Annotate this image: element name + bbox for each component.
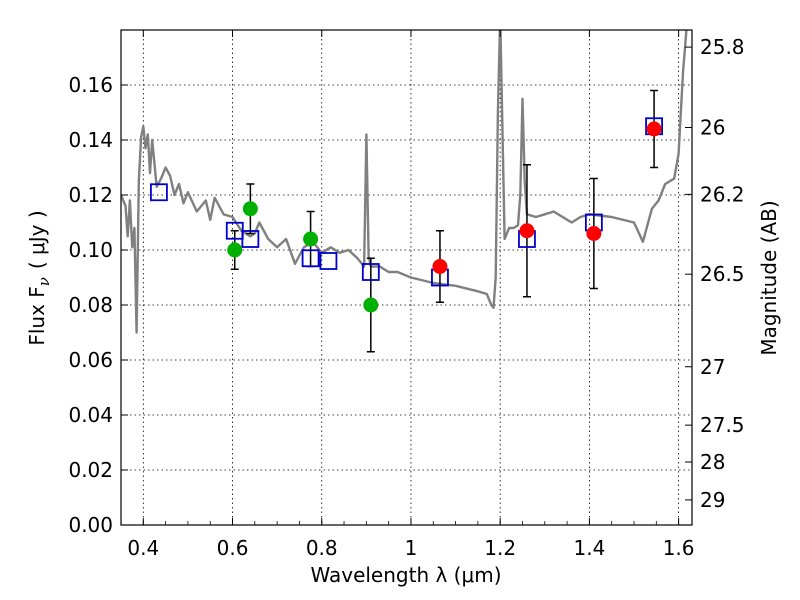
model-band-box <box>150 183 168 202</box>
y-axis-label-unit: ( μJy ) <box>25 210 49 269</box>
x-tick-label: 1.4 <box>573 536 605 560</box>
data-layer <box>121 30 688 353</box>
svg-text:Flux Fν( μJy ): Flux Fν ( μJy ) <box>25 210 53 345</box>
x-axis-label: Wavelength λ (μm) <box>310 563 501 587</box>
y-tick-label: 0.10 <box>68 238 113 262</box>
y-right-tick-label: 29 <box>700 488 725 512</box>
y-tick-label: 0.00 <box>68 513 113 537</box>
ticks: 0.4 0.6 0.8 1 1.2 1.4 1.6 0.00 0.02 0.04 0.06 0.08 0… <box>68 30 745 560</box>
green-point <box>242 201 258 217</box>
red-point <box>519 223 535 239</box>
model-band-box <box>301 249 320 268</box>
x-tick-label: 0.8 <box>306 536 338 560</box>
y-axis-label-main: Flux F <box>25 286 49 345</box>
y-tick-label: 0.14 <box>68 128 113 152</box>
x-tick-label: 0.4 <box>127 536 159 560</box>
y-right-tick-label: 26.2 <box>700 182 745 206</box>
grid <box>121 30 692 525</box>
model-band-box <box>319 252 338 270</box>
x-tick-label: 1.6 <box>663 536 695 560</box>
y-right-tick-label: 27.5 <box>700 413 745 437</box>
model-band-box <box>361 263 380 281</box>
y-tick-label: 0.04 <box>68 403 113 427</box>
y-right-tick-label: 28 <box>700 450 725 474</box>
y-tick-label: 0.02 <box>68 458 113 482</box>
y-right-tick-label: 25.8 <box>700 35 745 59</box>
y-axis-label-right: Magnitude (AB) <box>757 200 781 355</box>
plot-frame <box>120 29 693 526</box>
y-tick-label: 0.16 <box>68 73 113 97</box>
red-point <box>646 121 662 137</box>
y-tick-label: 0.06 <box>68 348 113 372</box>
y-tick-label: 0.12 <box>68 183 113 207</box>
plot-area <box>121 30 688 353</box>
y-axis-label-subscript: ν <box>35 277 53 286</box>
x-tick-label: 1 <box>405 536 418 560</box>
red-point <box>432 259 448 274</box>
x-tick-label: 0.6 <box>217 536 249 560</box>
red-point <box>586 226 602 241</box>
green-point <box>303 231 319 247</box>
x-tick-label: 1.2 <box>484 536 516 560</box>
model-band-box <box>241 230 260 248</box>
y-tick-label: 0.08 <box>68 293 113 317</box>
y-axis-label-left: Flux Fν ( μJy ) <box>25 210 53 345</box>
y-right-tick-label: 26.5 <box>700 262 745 286</box>
model-spectrum-line <box>121 30 688 334</box>
green-point <box>227 242 243 258</box>
y-right-tick-label: 27 <box>700 355 725 379</box>
y-right-tick-label: 26 <box>700 116 725 140</box>
green-point <box>363 297 379 313</box>
